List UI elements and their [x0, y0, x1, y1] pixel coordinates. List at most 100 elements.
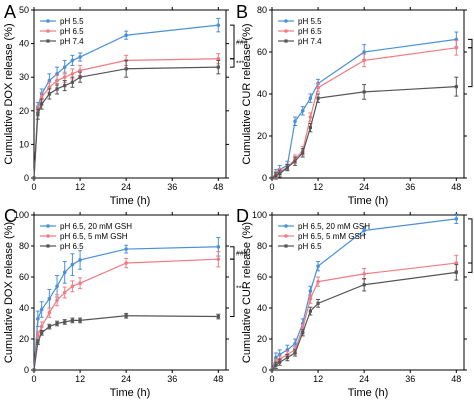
chart-panel-b: B 0 12 24 36 48 0 20 40 60 80 Time (h) Cumulative CU…: [236, 2, 473, 207]
series-1: [270, 39, 459, 180]
legend-marker: [284, 234, 288, 238]
x-tick-label: 36: [405, 374, 415, 384]
x-tick-label: 0: [269, 374, 274, 384]
legend-marker: [46, 19, 50, 23]
significance-bracket: [230, 58, 235, 68]
y-tick-label: 100: [252, 210, 267, 220]
x-tick-label: 48: [451, 374, 461, 384]
legend-label: pH 6.5, 5 mM GSH: [298, 232, 366, 241]
legend: pH 5.5pH 6.5pH 7.4: [278, 17, 322, 46]
data-point: [216, 65, 220, 69]
data-point: [36, 112, 40, 116]
panel-letter: B: [236, 2, 248, 22]
significance-bracket: [468, 47, 473, 88]
data-point: [39, 307, 44, 312]
series-line: [271, 271, 457, 371]
legend-marker: [284, 224, 288, 228]
x-tick-label: 12: [75, 374, 85, 384]
y-tick-label: 40: [257, 89, 267, 99]
plot-frame: [33, 9, 227, 179]
data-point: [124, 67, 128, 71]
data-point: [362, 58, 366, 63]
legend: pH 5.5pH 6.5pH 7.4: [40, 17, 84, 46]
chart-panel-a: A 0 12 24 36 48 0 10 20 30 40 50 Time (h) Cumulative …: [3, 2, 248, 207]
chart-panel-c: C 0 12 24 36 48 0 20 40 60 80 100 Time (h) Cumulative…: [3, 206, 248, 399]
data-point: [62, 65, 67, 69]
legend-label: pH 6.5: [60, 242, 84, 251]
legend-label: pH 7.4: [298, 37, 322, 46]
data-point: [454, 46, 459, 50]
data-point: [32, 176, 36, 180]
data-point: [285, 348, 290, 352]
data-point: [278, 360, 282, 364]
data-point: [47, 78, 52, 83]
legend-marker: [46, 29, 50, 33]
data-point: [47, 310, 52, 315]
significance-label: ###: [236, 39, 248, 46]
series-2: [270, 264, 459, 372]
series-line: [271, 262, 457, 371]
data-point: [36, 340, 40, 344]
x-tick-label: 12: [313, 374, 323, 384]
y-tick-label: 60: [257, 47, 267, 57]
data-point: [454, 217, 459, 221]
panel-letter: A: [4, 2, 16, 22]
data-point: [316, 279, 320, 284]
x-axis-title: Time (h): [110, 195, 151, 207]
data-point: [47, 85, 52, 90]
data-point: [308, 296, 313, 301]
data-point: [270, 176, 274, 180]
y-tick-label: 80: [19, 241, 29, 251]
data-point: [124, 33, 128, 37]
series-line: [33, 246, 219, 371]
significance-bracket: [468, 38, 473, 49]
data-point: [293, 159, 297, 163]
data-point: [216, 314, 220, 319]
series-1: [32, 250, 221, 372]
significance-bracket: [468, 218, 473, 264]
data-point: [32, 368, 36, 372]
y-tick-label: 60: [257, 272, 267, 282]
x-tick-label: 12: [75, 182, 85, 192]
data-point: [36, 334, 40, 338]
data-point: [55, 87, 59, 91]
y-tick-label: 20: [257, 131, 267, 141]
y-tick-label: 20: [19, 106, 29, 116]
data-point: [62, 75, 67, 79]
x-tick-label: 48: [213, 374, 223, 384]
data-point: [316, 264, 320, 268]
legend-label: pH 6.5: [298, 27, 322, 36]
significance-bracket: [230, 24, 235, 60]
data-point: [78, 75, 82, 79]
data-point: [55, 72, 59, 76]
data-point: [293, 119, 297, 124]
legend-marker: [46, 224, 50, 228]
x-tick-label: 24: [121, 182, 131, 192]
data-point: [70, 58, 75, 63]
y-tick-label: 30: [19, 72, 29, 82]
x-tick-label: 0: [31, 374, 36, 384]
data-point: [274, 174, 278, 178]
data-point: [277, 352, 282, 357]
y-axis-title: Cumulative CUR release (%): [241, 23, 253, 164]
y-tick-label: 80: [257, 241, 267, 251]
data-point: [362, 283, 366, 287]
series-line: [33, 66, 219, 179]
data-point: [47, 296, 52, 301]
data-point: [39, 324, 44, 329]
y-tick-label: 40: [19, 303, 29, 313]
y-tick-label: 0: [24, 173, 29, 183]
x-axis-title: Time (h): [110, 387, 151, 399]
x-tick-label: 24: [359, 374, 369, 384]
legend-label: pH 6.5, 20 mM GSH: [298, 222, 370, 231]
y-tick-label: 60: [19, 272, 29, 282]
x-tick-label: 12: [313, 182, 323, 192]
significance-label: ***: [236, 285, 244, 292]
y-axis-title: Cumulative DOX release (%): [3, 23, 15, 164]
data-point: [216, 257, 221, 261]
legend-label: pH 7.4: [60, 37, 84, 46]
data-point: [285, 356, 289, 360]
y-tick-label: 0: [262, 173, 267, 183]
legend-marker: [284, 29, 288, 33]
